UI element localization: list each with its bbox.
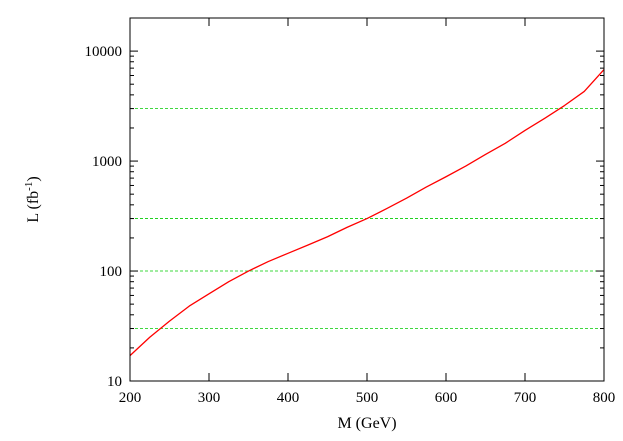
x-tick-label-300: 300 xyxy=(198,390,221,406)
x-tick-label-700: 700 xyxy=(514,390,537,406)
y-axis-title-superscript: -1 xyxy=(23,182,35,191)
axis-ticks xyxy=(129,17,605,382)
x-tick-label-800: 800 xyxy=(593,390,616,406)
y-axis-title-main: L (fb xyxy=(25,191,42,223)
y-axis-title-suffix: ) xyxy=(25,176,42,181)
y-tick-label-10: 10 xyxy=(107,374,122,390)
y-tick-label-10000: 10000 xyxy=(85,44,123,60)
x-tick-label-400: 400 xyxy=(277,390,300,406)
x-axis-title: M (GeV) xyxy=(337,415,396,432)
x-tick-labels: 200 300 400 500 600 700 800 xyxy=(119,390,616,406)
y-tick-label-100: 100 xyxy=(100,264,123,280)
curve-layer xyxy=(129,69,605,357)
plot-frame xyxy=(129,17,605,382)
x-tick-label-600: 600 xyxy=(435,390,458,406)
y-axis-title: L (fb-1) xyxy=(23,176,42,222)
y-tick-label-1000: 1000 xyxy=(92,154,122,170)
series-line-0 xyxy=(129,69,605,357)
y-tick-labels: 10 100 1000 10000 xyxy=(85,44,123,390)
x-tick-label-500: 500 xyxy=(356,390,379,406)
x-tick-label-200: 200 xyxy=(119,390,142,406)
